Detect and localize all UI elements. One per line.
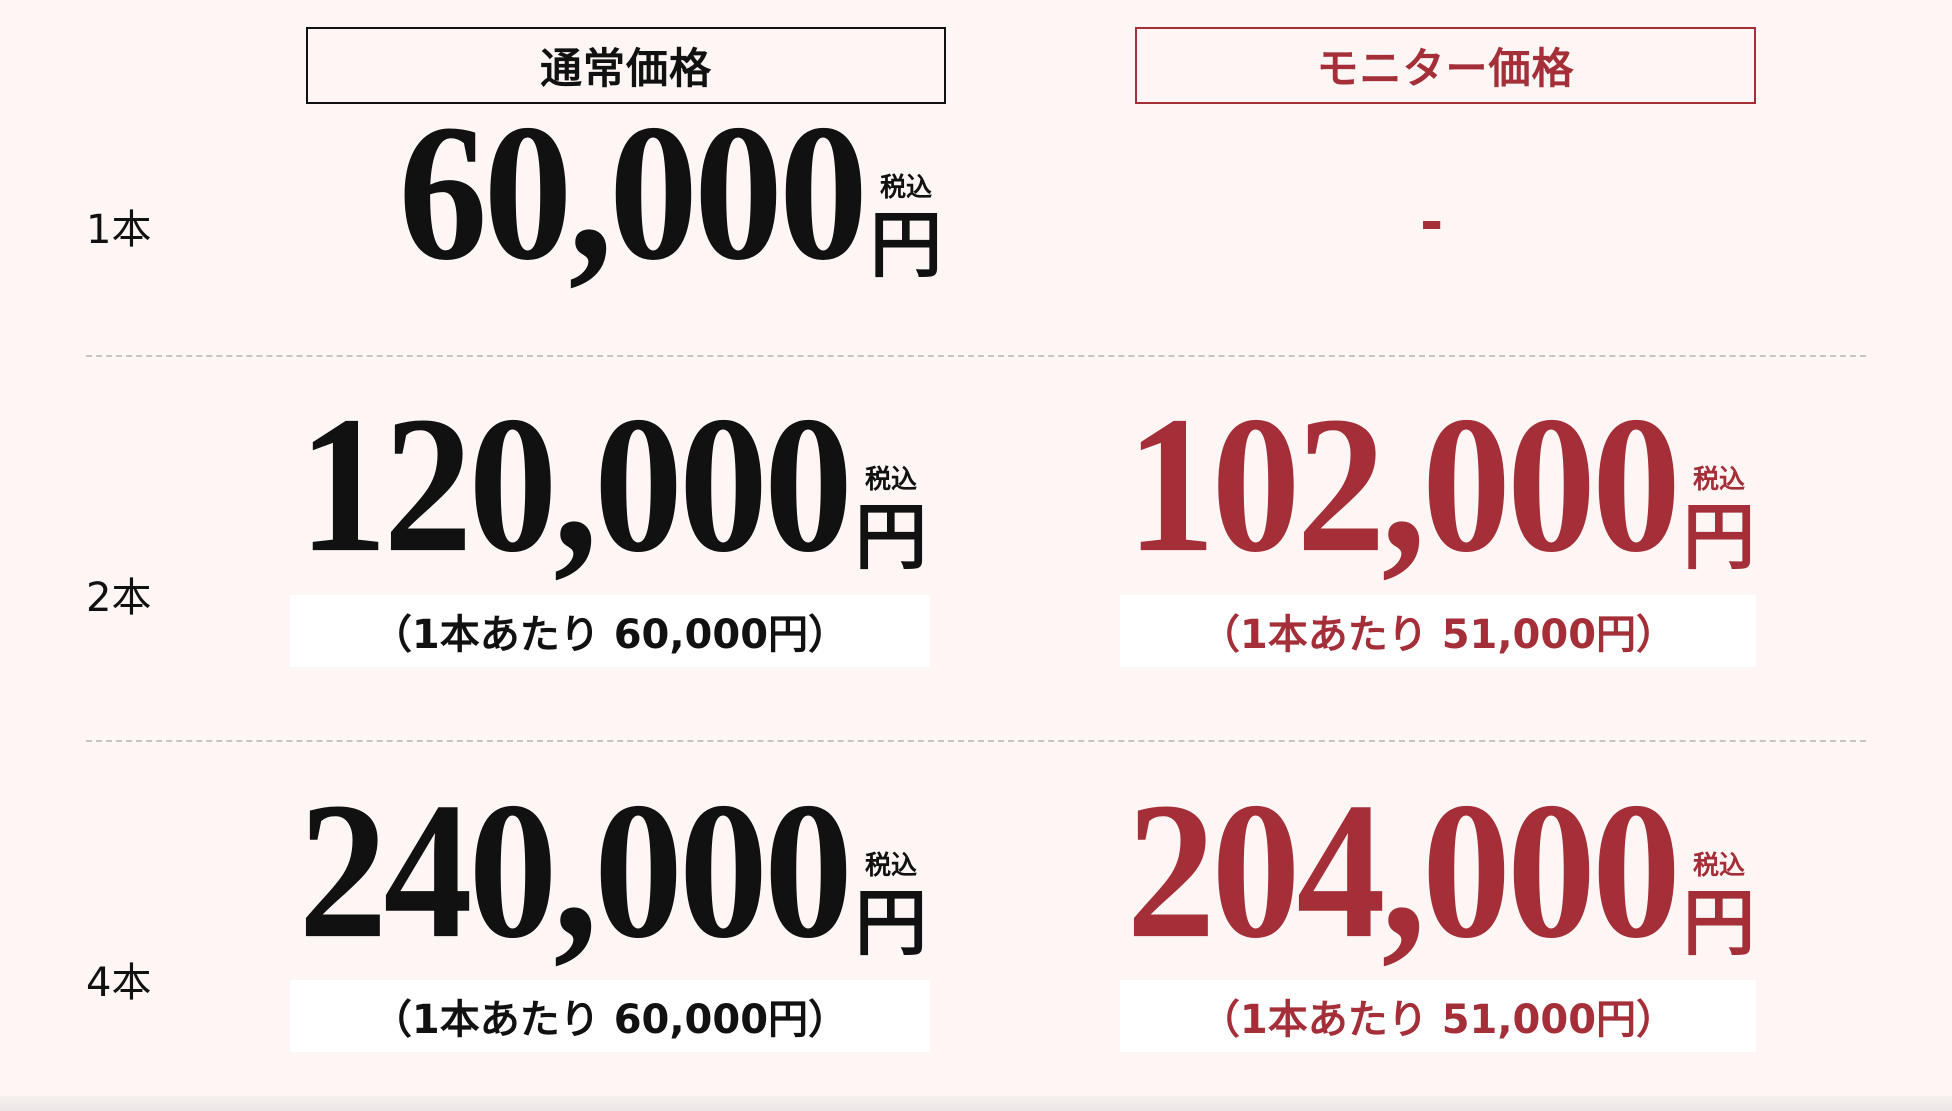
row-label-2: 2本 [86,575,152,621]
row-label-4: 4本 [86,960,152,1006]
yen-unit: 円 [1682,884,1755,964]
yen-unit: 円 [854,884,927,964]
normal-per-unit-4: （1本あたり 60,000円） [290,980,930,1052]
tax-included-label: 税込 [879,173,932,202]
tax-included-label: 税込 [864,851,917,880]
bottom-edge [0,1096,1952,1111]
yen-unit: 円 [869,206,942,286]
normal-price-2: 120,000 税込円 [298,386,927,582]
monitor-price-1: - [1420,190,1444,255]
price-value: 240,000 [298,761,852,979]
row-divider [86,740,1866,742]
row-label-1: 1本 [86,207,152,253]
monitor-price-4: 204,000 税込円 [1126,772,1755,968]
normal-price-4: 240,000 税込円 [298,772,927,968]
yen-unit: 円 [854,498,927,578]
normal-price-header: 通常価格 [306,27,946,104]
tax-included-label: 税込 [1692,851,1745,880]
tax-included-label: 税込 [1692,465,1745,494]
monitor-price-2: 102,000 税込円 [1126,386,1755,582]
price-value: 204,000 [1126,761,1680,979]
monitor-price-header: モニター価格 [1135,27,1756,104]
price-value: 60,000 [398,83,867,301]
monitor-per-unit-4: （1本あたり 51,000円） [1120,980,1756,1052]
monitor-per-unit-2: （1本あたり 51,000円） [1120,595,1756,667]
tax-included-label: 税込 [864,465,917,494]
normal-price-1: 60,000 税込円 [398,94,942,290]
price-value: 120,000 [298,375,852,593]
yen-unit: 円 [1682,498,1755,578]
row-divider [86,355,1866,357]
price-value: 102,000 [1126,375,1680,593]
normal-per-unit-2: （1本あたり 60,000円） [290,595,930,667]
